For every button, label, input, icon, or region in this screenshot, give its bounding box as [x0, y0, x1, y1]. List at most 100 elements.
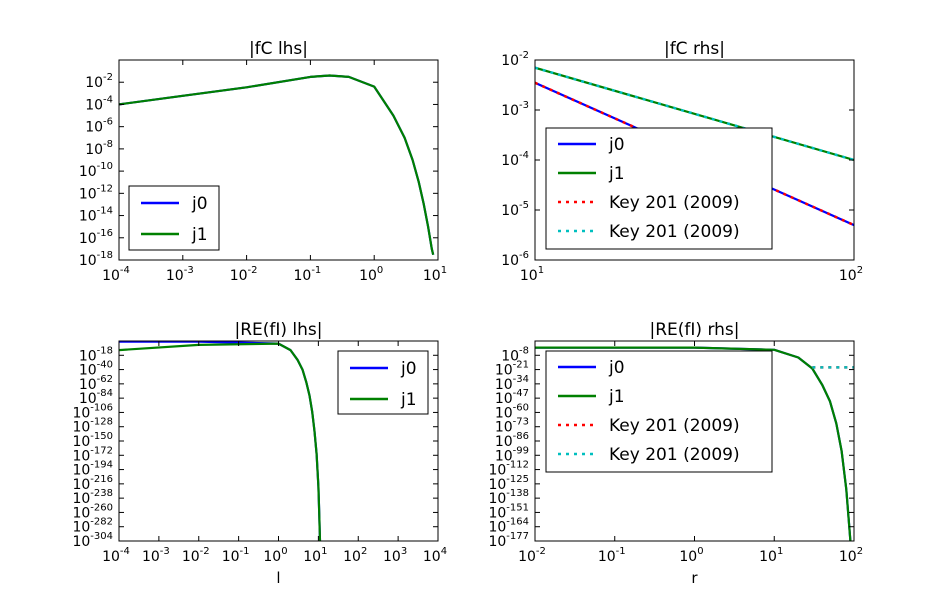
y-tick-label: 10-40 — [79, 360, 113, 379]
chart-panel-3: 10-4 10-3 10-2 10-1 100 101 102 103 104 10-1810-4… — [72, 320, 447, 587]
y-tick-label: 10-84 — [79, 388, 113, 407]
y-tick-label: 10-282 — [72, 517, 113, 536]
legend-label: j1 — [191, 225, 208, 245]
legend-box — [545, 350, 773, 473]
x-tick-label: 103 — [383, 546, 407, 565]
legend-box — [545, 127, 773, 250]
x-tick-label: 101 — [303, 546, 327, 565]
y-tick-label: 10-177 — [488, 531, 529, 550]
y-tick-label: 10-150 — [72, 431, 113, 450]
y-tick-label: 10-151 — [488, 502, 529, 521]
legend-label: j1 — [608, 387, 625, 407]
series-line-j1 — [119, 74, 435, 255]
legend-label: j1 — [608, 164, 625, 184]
x-tick-label: 104 — [423, 546, 447, 565]
y-tick-label: 10-172 — [72, 445, 113, 464]
x-axis-label: r — [691, 569, 698, 587]
y-tick-label: 10-3 — [501, 100, 529, 119]
legend-label: Key 201 (2009) — [609, 222, 740, 242]
legend-box — [337, 350, 429, 415]
legend-label: j0 — [400, 359, 417, 379]
x-tick-label: 101 — [423, 265, 447, 284]
x-tick-label: 100 — [679, 546, 703, 565]
legend: j0 j1 Key 201 (2009) Key 201 (2009) — [545, 127, 773, 250]
y-tick-label: 10-73 — [495, 417, 529, 436]
axes-frame — [118, 59, 439, 261]
series-line-key-201-2009- — [535, 81, 854, 227]
x-tick-label: 102 — [839, 265, 863, 284]
y-tick-label: 10-6 — [501, 250, 529, 269]
x-tick-label: 10-4 — [102, 265, 130, 284]
x-tick-label: 101 — [759, 546, 783, 565]
chart-title: |RE(fI) lhs| — [234, 320, 322, 340]
legend-label: j0 — [191, 194, 208, 214]
series-line-j1 — [119, 342, 322, 541]
y-tick-label: 10-8 — [501, 345, 529, 364]
x-tick-label: 10-2 — [230, 265, 258, 284]
y-tick-label: 10-164 — [488, 517, 529, 536]
y-tick-label: 10-4 — [85, 94, 113, 113]
legend-label: j1 — [400, 390, 417, 410]
x-tick-label: 10-1 — [598, 546, 626, 565]
chart-title: |fC rhs| — [664, 39, 725, 59]
y-tick-label: 10-304 — [72, 531, 113, 550]
y-tick-label: 10-18 — [79, 250, 113, 269]
x-tick-label: 10-4 — [102, 546, 130, 565]
x-tick-label: 101 — [520, 265, 544, 284]
x-tick-label: 100 — [359, 265, 383, 284]
legend: j0 j1 Key 201 (2009) Key 201 (2009) — [545, 350, 773, 473]
y-tick-label: 10-10 — [79, 161, 113, 180]
y-tick-label: 10-216 — [72, 474, 113, 493]
y-tick-label: 10-112 — [488, 460, 529, 479]
legend-label: Key 201 (2009) — [609, 416, 740, 436]
y-tick-label: 10-14 — [79, 206, 113, 225]
x-tick-label: 10-1 — [293, 265, 321, 284]
y-tick-label: 10-16 — [79, 228, 113, 247]
x-axis-label: l — [276, 569, 280, 587]
x-tick-label: 102 — [839, 546, 863, 565]
legend-label: Key 201 (2009) — [609, 193, 740, 213]
legend: j0 j1 — [128, 185, 220, 251]
legend-box — [128, 185, 220, 251]
y-tick-label: 10-18 — [79, 345, 113, 364]
x-tick-label: 100 — [263, 546, 287, 565]
x-tick-label: 10-2 — [518, 546, 546, 565]
y-tick-label: 10-125 — [488, 474, 529, 493]
y-tick-label: 10-128 — [72, 417, 113, 436]
series-line-j1 — [535, 346, 852, 541]
chart-panel-1: 10-4 10-3 10-2 10-1 100 101 10-2 10-4 10-6 10-8 10… — [79, 39, 447, 284]
y-tick-label: 10-2 — [85, 72, 113, 91]
y-tick-label: 10-47 — [495, 388, 529, 407]
y-tick-label: 10-238 — [72, 488, 113, 507]
y-tick-label: 10-5 — [501, 200, 529, 219]
y-tick-label: 10-260 — [72, 502, 113, 521]
chart-title: |RE(fI) rhs| — [650, 320, 740, 340]
y-tick-label: 10-106 — [72, 402, 113, 421]
x-tick-label: 10-3 — [142, 546, 170, 565]
legend-label: j0 — [608, 135, 625, 155]
x-tick-label: 102 — [343, 546, 367, 565]
y-tick-label: 10-62 — [79, 374, 113, 393]
chart-panel-2: 101 102 10-2 10-3 10-4 10-5 10-6 |fC rhs| j0 j1 Ke… — [501, 39, 863, 284]
legend-label: j0 — [608, 358, 625, 378]
y-tick-label: 10-194 — [72, 460, 113, 479]
y-tick-label: 10-6 — [85, 117, 113, 136]
x-tick-label: 10-2 — [182, 546, 210, 565]
y-tick-label: 10-4 — [501, 150, 529, 169]
series-line-j1 — [535, 66, 854, 162]
x-tick-label: 10-3 — [166, 265, 194, 284]
y-tick-label: 10-2 — [501, 50, 529, 69]
y-tick-label: 10-60 — [495, 402, 529, 421]
y-tick-label: 10-12 — [79, 183, 113, 202]
chart-title: |fC lhs| — [249, 39, 308, 59]
y-tick-label: 10-86 — [495, 431, 529, 450]
y-tick-label: 10-138 — [488, 488, 529, 507]
y-tick-label: 10-99 — [495, 445, 529, 464]
legend: j0 j1 — [337, 350, 429, 415]
y-tick-label: 10-21 — [495, 360, 529, 379]
legend-label: Key 201 (2009) — [609, 445, 740, 465]
x-tick-label: 10-1 — [222, 546, 250, 565]
y-tick-label: 10-34 — [495, 374, 529, 393]
chart-panel-4: 10-2 10-1 100 101 102 10-810-2110-3410-4710-6… — [488, 320, 863, 587]
